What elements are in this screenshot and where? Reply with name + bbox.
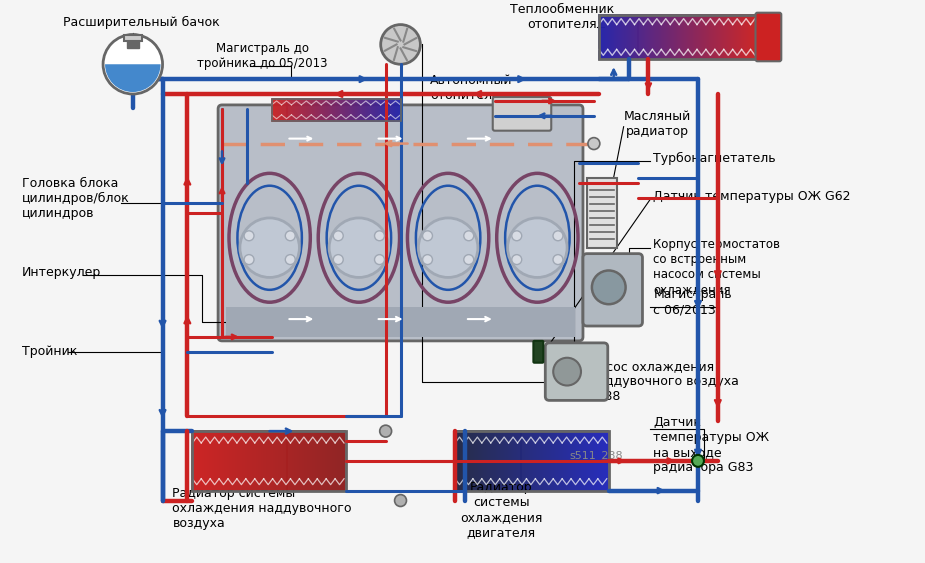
Circle shape	[329, 218, 388, 278]
Circle shape	[240, 218, 300, 278]
Text: Интеркулер: Интеркулер	[22, 266, 101, 279]
Text: s511_238: s511_238	[569, 450, 623, 461]
FancyBboxPatch shape	[218, 105, 583, 341]
Text: Турбонагнетатель: Турбонагнетатель	[653, 152, 776, 165]
Bar	[272, 99, 401, 121]
Text: Корпус термостатов
со встроенным
насосом системы
охлаждения: Корпус термостатов со встроенным насосом…	[653, 238, 781, 296]
Circle shape	[553, 231, 563, 241]
Circle shape	[423, 254, 433, 265]
Bar	[127, 42, 139, 48]
Text: Радиатор системы
охлаждения наддувочного
воздуха: Радиатор системы охлаждения наддувочного…	[172, 487, 352, 530]
FancyBboxPatch shape	[493, 97, 551, 131]
Bar	[124, 34, 142, 42]
Circle shape	[553, 254, 563, 265]
Circle shape	[463, 254, 474, 265]
Text: Расширительный бачок: Расширительный бачок	[64, 16, 220, 29]
Circle shape	[418, 218, 478, 278]
Text: Автономный
отопитель: Автономный отопитель	[430, 74, 512, 102]
Circle shape	[588, 137, 599, 150]
Circle shape	[592, 270, 625, 304]
Circle shape	[508, 218, 567, 278]
Circle shape	[512, 254, 522, 265]
Circle shape	[423, 231, 433, 241]
Circle shape	[379, 425, 391, 437]
Text: Головка блока
цилиндров/блок
цилиндров: Головка блока цилиндров/блок цилиндров	[22, 177, 130, 220]
Text: Масляный
радиатор: Масляный радиатор	[623, 110, 691, 138]
Circle shape	[395, 494, 406, 507]
Text: Магистраль
с 06/2013: Магистраль с 06/2013	[653, 288, 732, 316]
Text: Теплообменник
отопителя: Теплообменник отопителя	[510, 3, 614, 30]
Circle shape	[333, 231, 343, 241]
Bar	[192, 431, 346, 490]
Text: Датчик температуры ОЖ G62: Датчик температуры ОЖ G62	[653, 190, 851, 203]
Circle shape	[553, 358, 581, 386]
Circle shape	[692, 455, 704, 467]
Circle shape	[375, 231, 385, 241]
Circle shape	[375, 254, 385, 265]
FancyBboxPatch shape	[583, 254, 643, 326]
Bar	[455, 431, 609, 490]
Circle shape	[512, 231, 522, 241]
Text: Насос охлаждения
наддувочного воздуха
V188: Насос охлаждения наддувочного воздуха V1…	[589, 360, 739, 403]
Circle shape	[333, 254, 343, 265]
FancyBboxPatch shape	[534, 341, 543, 363]
Text: Радиатор
системы
охлаждения
двигателя: Радиатор системы охлаждения двигателя	[460, 481, 542, 539]
Circle shape	[285, 231, 295, 241]
Bar	[226, 307, 575, 337]
Bar	[587, 178, 617, 248]
Circle shape	[381, 25, 420, 64]
Text: Датчик
температуры ОЖ
на выходе
радиатора G83: Датчик температуры ОЖ на выходе радиатор…	[653, 416, 770, 474]
FancyBboxPatch shape	[546, 343, 608, 400]
FancyBboxPatch shape	[756, 13, 782, 61]
Bar	[598, 15, 758, 59]
Circle shape	[463, 231, 474, 241]
Circle shape	[103, 34, 163, 94]
Circle shape	[244, 254, 254, 265]
Wedge shape	[105, 64, 161, 92]
Circle shape	[285, 254, 295, 265]
Circle shape	[244, 231, 254, 241]
Text: Магистраль до
тройника до 05/2013: Магистраль до тройника до 05/2013	[197, 42, 327, 70]
Text: Тройник: Тройник	[22, 345, 77, 358]
